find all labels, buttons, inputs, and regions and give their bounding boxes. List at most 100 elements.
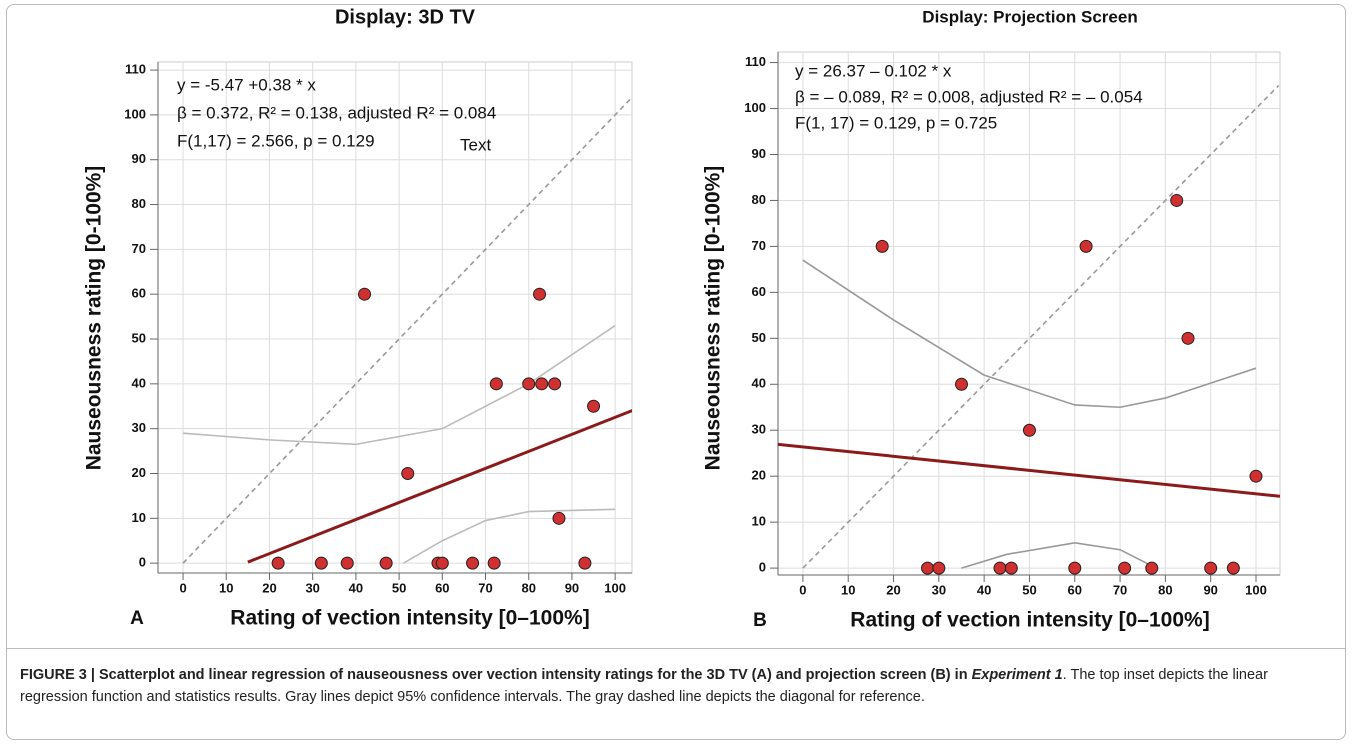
caption: FIGURE 3 | Scatterplot and linear regres…	[20, 664, 1338, 708]
data-point	[1079, 239, 1093, 253]
y-tick-label: 10	[752, 514, 766, 529]
x-tick-label: 30	[305, 580, 319, 595]
data-point	[1249, 469, 1263, 483]
data-point	[932, 561, 946, 575]
data-point	[578, 556, 592, 570]
y-axis-label: Nauseousness rating [0-100%]	[83, 166, 106, 471]
x-tick-label: 10	[841, 582, 855, 597]
y-tick-label: 110	[125, 62, 146, 77]
caption-bold: FIGURE 3 | Scatterplot and linear regres…	[20, 667, 972, 683]
data-point	[489, 377, 503, 391]
fit-line	[961, 542, 1157, 569]
diagonal-line	[802, 84, 1280, 569]
data-point	[466, 556, 480, 570]
data-point	[379, 556, 393, 570]
data-point	[535, 377, 549, 391]
y-tick-label: 110	[745, 54, 766, 69]
data-point	[875, 239, 889, 253]
x-tick-label: 10	[219, 580, 233, 595]
data-point	[1068, 561, 1082, 575]
annotation: β = 0.372, R² = 0.138, adjusted R² = 0.0…	[177, 103, 496, 122]
x-tick-label: 50	[1022, 582, 1036, 597]
annotation: y = -5.47 +0.38 * x	[177, 75, 316, 94]
data-point	[435, 556, 449, 570]
diagonal-line	[182, 96, 632, 564]
data-point	[954, 377, 968, 391]
chart-title: Display: 3D TV	[335, 6, 476, 28]
data-point	[548, 377, 562, 391]
data-point	[271, 556, 285, 570]
data-point	[1004, 561, 1018, 575]
y-tick-label: 80	[132, 196, 146, 211]
data-point	[1145, 561, 1159, 575]
x-tick-label: 20	[262, 580, 276, 595]
plot-marks	[182, 96, 632, 564]
x-tick-label: 100	[604, 580, 626, 595]
x-tick-label: 100	[1245, 582, 1267, 597]
y-tick-label: 70	[132, 241, 146, 256]
data-point	[587, 399, 601, 413]
y-tick-label: 40	[752, 376, 766, 391]
y-tick-label: 90	[752, 146, 766, 161]
y-tick-label: 30	[752, 422, 766, 437]
y-tick-label: 70	[752, 238, 766, 253]
x-axis-label: Rating of vection intensity [0–100%]	[850, 609, 1209, 632]
x-tick-label: 40	[977, 582, 991, 597]
x-tick-label: 0	[799, 582, 806, 597]
data-point	[533, 287, 547, 301]
x-tick-label: 60	[435, 580, 449, 595]
plot-marks	[778, 84, 1280, 569]
y-tick-label: 0	[759, 560, 766, 575]
x-tick-label: 40	[349, 580, 363, 595]
annotation: F(1, 17) = 0.129, p = 0.725	[795, 113, 997, 132]
y-tick-label: 30	[132, 420, 146, 435]
data-point	[993, 561, 1007, 575]
y-tick-label: 80	[752, 192, 766, 207]
y-tick-label: 50	[752, 330, 766, 345]
chart-title: Display: Projection Screen	[922, 7, 1137, 26]
data-point	[1118, 561, 1132, 575]
x-tick-label: 80	[521, 580, 535, 595]
y-tick-label: 20	[132, 465, 146, 480]
panel-letter: B	[753, 610, 767, 631]
data-point	[487, 556, 501, 570]
data-point	[522, 377, 536, 391]
x-tick-label: 70	[478, 580, 492, 595]
data-point	[921, 561, 935, 575]
x-tick-label: 50	[392, 580, 406, 595]
x-tick-label: 30	[932, 582, 946, 597]
data-point	[1226, 561, 1240, 575]
annotation: y = 26.37 – 0.102 * x	[795, 61, 952, 80]
data-point	[401, 466, 415, 480]
caption-experiment: Experiment 1	[971, 667, 1063, 683]
y-tick-label: 20	[752, 468, 766, 483]
x-tick-label: 0	[179, 580, 186, 595]
data-point	[1170, 193, 1184, 207]
caption-rule	[6, 648, 1346, 649]
panel-letter: A	[130, 608, 144, 629]
y-tick-label: 100	[744, 100, 766, 115]
annotation: β = – 0.089, R² = 0.008, adjusted R² = –…	[795, 87, 1143, 106]
x-tick-label: 60	[1068, 582, 1082, 597]
figure-frame	[6, 4, 1346, 740]
data-point	[1204, 561, 1218, 575]
data-point	[358, 287, 372, 301]
x-tick-label: 90	[1203, 582, 1217, 597]
fit-line	[778, 442, 1280, 498]
x-tick-label: 90	[565, 580, 579, 595]
x-tick-label: 80	[1158, 582, 1172, 597]
y-axis-label: Nauseousness rating [0-100%]	[702, 166, 725, 471]
y-tick-label: 40	[132, 375, 146, 390]
y-tick-label: 60	[752, 284, 766, 299]
fit-line	[802, 259, 1257, 409]
y-tick-label: 50	[132, 330, 146, 345]
annotation: F(1,17) = 2.566, p = 0.129	[177, 131, 375, 150]
plot-area	[157, 61, 633, 574]
data-point	[340, 556, 354, 570]
fit-line	[182, 324, 616, 446]
data-point	[1022, 423, 1036, 437]
data-point	[1181, 331, 1195, 345]
y-tick-label: 100	[124, 106, 146, 121]
